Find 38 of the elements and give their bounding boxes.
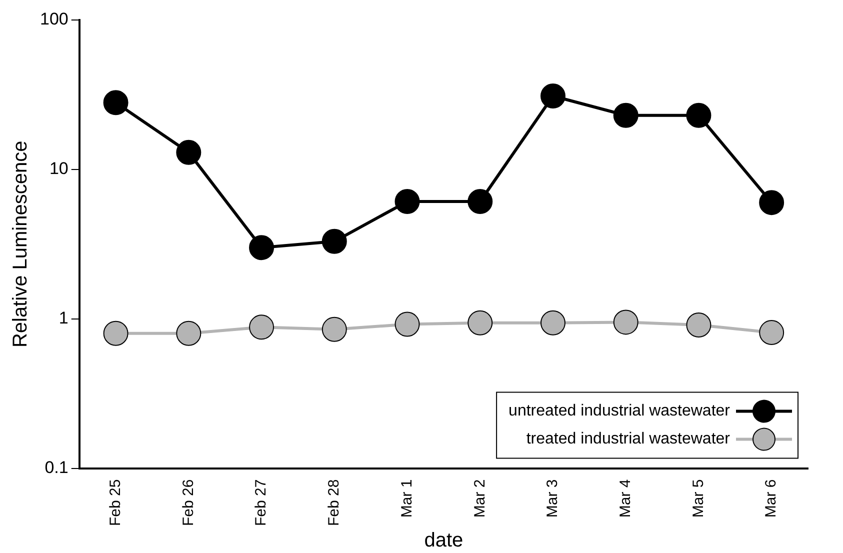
x-tick-label: Feb 27	[252, 479, 270, 526]
point	[613, 102, 638, 128]
x-tick-label: Mar 3	[544, 479, 562, 518]
point	[540, 310, 566, 336]
point	[249, 314, 274, 340]
point	[468, 310, 493, 336]
point	[394, 312, 420, 337]
point	[103, 90, 128, 116]
x-axis-title: date	[424, 530, 464, 552]
y-axis-title: Relative Luminescence	[10, 140, 32, 348]
legend-label: treated industrial wastewater	[526, 430, 731, 448]
point	[249, 235, 274, 260]
x-tick-label: Mar 5	[690, 479, 707, 518]
y-tick-label: 100	[40, 10, 68, 29]
point	[322, 316, 347, 342]
point	[322, 228, 347, 254]
point	[613, 310, 638, 335]
x-tick-label: Feb 25	[106, 479, 124, 526]
x-tick-label: Mar 1	[398, 479, 416, 518]
point	[759, 320, 784, 346]
y-tick-label: 10	[49, 159, 68, 178]
x-tick-label: Mar 2	[471, 479, 488, 518]
point	[540, 84, 566, 109]
x-tick-label: Mar 6	[762, 479, 780, 518]
x-tick-label: Feb 26	[180, 479, 197, 526]
point	[686, 102, 712, 128]
x-tick-label: Mar 4	[616, 479, 634, 518]
point	[468, 189, 493, 214]
legend-label: untreated industrial wastewater	[508, 402, 731, 420]
point	[394, 189, 420, 214]
x-tick-label: Feb 28	[326, 479, 343, 526]
y-tick-label: 1	[58, 308, 68, 328]
point	[759, 190, 784, 216]
point	[176, 320, 202, 346]
y-tick-label: 0.1	[44, 458, 68, 477]
point	[176, 140, 202, 165]
point	[686, 312, 712, 338]
point	[103, 320, 128, 346]
